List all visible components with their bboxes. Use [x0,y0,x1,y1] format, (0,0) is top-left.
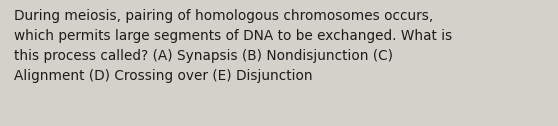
Text: During meiosis, pairing of homologous chromosomes occurs,
which permits large se: During meiosis, pairing of homologous ch… [14,9,452,83]
